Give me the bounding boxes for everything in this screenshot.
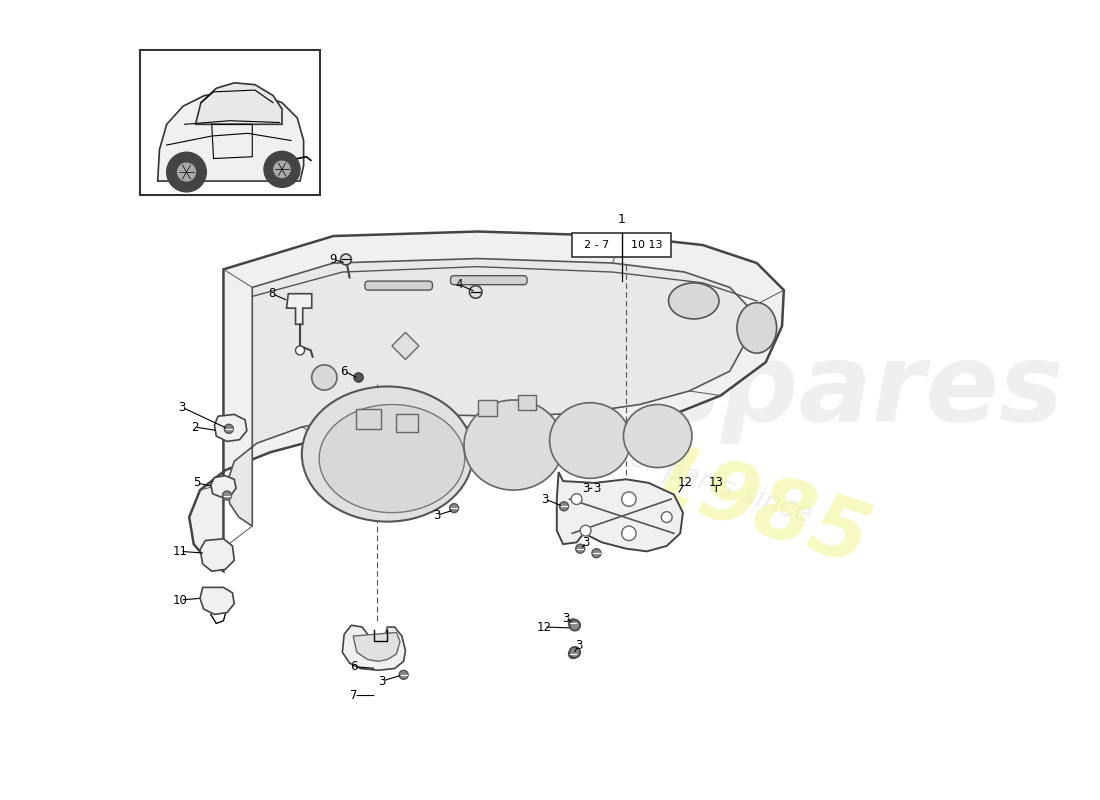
Circle shape <box>274 162 290 178</box>
Text: 5: 5 <box>192 476 200 490</box>
Polygon shape <box>392 333 419 359</box>
Polygon shape <box>214 414 246 442</box>
Circle shape <box>570 620 580 630</box>
Circle shape <box>569 650 578 658</box>
Circle shape <box>296 346 305 355</box>
Bar <box>140 50 320 194</box>
Text: 1985: 1985 <box>634 434 880 582</box>
Polygon shape <box>286 294 311 324</box>
Bar <box>572 234 671 257</box>
Text: 2: 2 <box>191 421 198 434</box>
Polygon shape <box>353 633 400 662</box>
Text: a passion for parts since: a passion for parts since <box>483 397 815 529</box>
Polygon shape <box>189 231 784 571</box>
Polygon shape <box>200 538 234 571</box>
Text: 13: 13 <box>708 476 724 490</box>
FancyBboxPatch shape <box>451 276 527 285</box>
Polygon shape <box>227 258 749 526</box>
Circle shape <box>399 670 408 679</box>
Circle shape <box>222 491 231 500</box>
Ellipse shape <box>464 400 563 490</box>
Text: 3: 3 <box>582 536 590 549</box>
Text: 3: 3 <box>378 674 386 688</box>
Polygon shape <box>211 476 236 498</box>
Text: 1: 1 <box>618 213 626 226</box>
Circle shape <box>470 286 482 298</box>
Polygon shape <box>157 92 304 181</box>
Circle shape <box>177 163 196 181</box>
Bar <box>518 395 536 410</box>
Circle shape <box>311 365 337 390</box>
Circle shape <box>354 373 363 382</box>
Text: 6: 6 <box>340 365 348 378</box>
Text: 6: 6 <box>350 660 358 673</box>
Circle shape <box>264 151 300 187</box>
Text: 3: 3 <box>433 509 441 522</box>
Circle shape <box>341 254 351 265</box>
Text: 11: 11 <box>173 545 188 558</box>
Text: 8: 8 <box>268 287 276 300</box>
Polygon shape <box>557 472 683 551</box>
Ellipse shape <box>550 402 630 478</box>
Circle shape <box>560 502 569 511</box>
Ellipse shape <box>301 386 473 522</box>
Ellipse shape <box>319 405 464 513</box>
Circle shape <box>661 512 672 522</box>
Text: 3: 3 <box>593 482 601 494</box>
Bar <box>356 409 381 429</box>
Ellipse shape <box>669 283 719 319</box>
Circle shape <box>167 152 207 192</box>
Text: 12: 12 <box>678 476 692 490</box>
Bar <box>396 414 418 431</box>
Circle shape <box>571 494 582 505</box>
Text: 10 13: 10 13 <box>630 240 662 250</box>
FancyBboxPatch shape <box>365 281 432 290</box>
Polygon shape <box>342 626 406 670</box>
Circle shape <box>569 619 578 628</box>
Polygon shape <box>196 83 282 124</box>
Polygon shape <box>200 587 234 614</box>
Text: 3: 3 <box>541 493 549 506</box>
Text: 10: 10 <box>173 594 188 606</box>
Ellipse shape <box>624 405 692 467</box>
Text: 3: 3 <box>574 639 582 653</box>
Circle shape <box>621 492 636 506</box>
Circle shape <box>592 549 601 558</box>
Circle shape <box>450 504 459 513</box>
Text: 3: 3 <box>178 401 186 414</box>
Circle shape <box>224 424 233 434</box>
Text: 3: 3 <box>562 611 570 625</box>
Text: 9: 9 <box>330 253 337 266</box>
Text: 4: 4 <box>455 278 463 291</box>
Text: 2 - 7: 2 - 7 <box>584 240 609 250</box>
Bar <box>477 400 497 416</box>
Text: 7: 7 <box>350 689 358 702</box>
Circle shape <box>570 647 580 658</box>
Text: 3: 3 <box>582 482 590 494</box>
Text: eurospares: eurospares <box>378 338 1064 444</box>
Ellipse shape <box>737 302 777 353</box>
Text: 12: 12 <box>537 621 552 634</box>
Circle shape <box>580 526 591 536</box>
Circle shape <box>575 544 585 553</box>
Circle shape <box>621 526 636 541</box>
